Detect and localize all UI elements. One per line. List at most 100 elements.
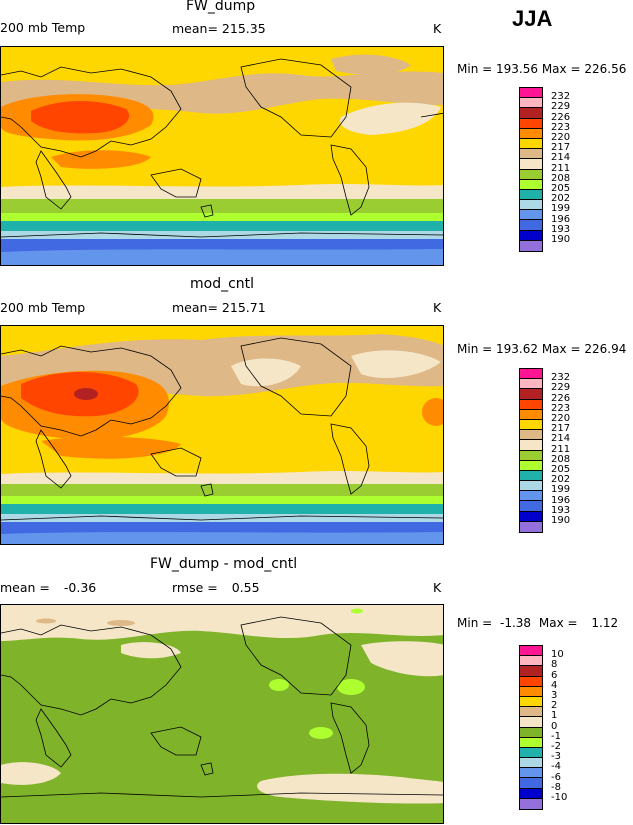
panel3-rmse-label: rmse = xyxy=(172,580,218,595)
panel1-tick-label: 226 xyxy=(551,111,571,123)
panel1-swatch-0 xyxy=(520,88,542,99)
panel3-tick-label: 10 xyxy=(551,649,564,661)
p1-pale-patch xyxy=(340,102,441,135)
panel3-tick-label: 3 xyxy=(551,690,558,701)
panel3-swatch-6 xyxy=(520,707,542,718)
panel1-minmax: Min = 193.56 Max = 226.56 xyxy=(457,62,626,76)
panel1-tick-label: 229 xyxy=(551,101,571,113)
panel1-min-value: 193.56 xyxy=(496,62,538,76)
panel1-tick-label: 232 xyxy=(551,91,571,103)
panel2-map xyxy=(0,325,444,545)
panel1-swatch-7 xyxy=(520,159,542,170)
panel3-rmse-value: 0.55 xyxy=(231,580,260,595)
p2-peak xyxy=(74,388,98,400)
panel2-tick-label: 208 xyxy=(551,453,571,465)
p2-band-199 xyxy=(1,514,443,522)
panel2-minmax: Min = 193.62 Max = 226.94 xyxy=(457,342,626,356)
panel2-tick-label: 205 xyxy=(551,464,571,475)
panel3-tick-label: -4 xyxy=(551,761,561,773)
panel3-mean: mean = -0.36 xyxy=(0,580,96,595)
p3-tan-spot-b xyxy=(36,618,56,624)
panel3-units: K xyxy=(433,580,442,595)
panel1-tick-label: 190 xyxy=(551,234,571,245)
panel1-swatch-14 xyxy=(520,230,542,241)
panel3-tick-label: 4 xyxy=(551,679,558,691)
panel3-swatch-15 xyxy=(520,798,542,809)
panel1-tick-label: 223 xyxy=(551,121,571,133)
panel1-swatch-12 xyxy=(520,210,542,221)
panel3-swatch-14 xyxy=(520,788,542,799)
panel2-swatch-9 xyxy=(520,460,542,471)
panel1-mean-value: 215.35 xyxy=(221,21,266,36)
panel1-tick-label: 217 xyxy=(551,142,571,154)
panel2-min-label: Min = xyxy=(457,342,493,356)
panel2-swatch-6 xyxy=(520,430,542,441)
panel3-minmax: Min = -1.38 Max = 1.12 xyxy=(457,616,618,630)
p2-band-205 xyxy=(1,496,443,504)
panel1-swatch-13 xyxy=(520,220,542,231)
panel1-swatch-8 xyxy=(520,169,542,180)
panel1-tick-label: 211 xyxy=(551,162,571,174)
panel2-colorbar xyxy=(519,368,543,533)
p3-pale-patch-b xyxy=(361,641,443,677)
p3-green-spot-b xyxy=(269,679,289,691)
panel3-swatch-12 xyxy=(520,768,542,779)
panel2-mean: mean= 215.71 xyxy=(172,300,266,315)
panel2-tick-label: 226 xyxy=(551,392,571,404)
panel2-max-label: Max = xyxy=(541,342,581,356)
panel2-tick-label: 190 xyxy=(551,515,571,526)
panel3-swatch-11 xyxy=(520,758,542,769)
panel3-swatch-0 xyxy=(520,646,542,657)
panel1-tick-label: 214 xyxy=(551,152,571,164)
p3-green-spot-c xyxy=(309,727,333,739)
panel2-swatch-2 xyxy=(520,389,542,400)
p1-red-region xyxy=(31,101,130,134)
panel1-swatch-4 xyxy=(520,128,542,139)
panel3-tick-label: -2 xyxy=(551,741,561,752)
p2-pale-patch-a xyxy=(231,358,301,387)
panel2-swatch-7 xyxy=(520,440,542,451)
p3-pale-patch-a xyxy=(121,642,181,659)
panel1-swatch-1 xyxy=(520,98,542,109)
panel1-tick-label: 193 xyxy=(551,223,571,235)
panel3-swatch-8 xyxy=(520,727,542,738)
panel3-swatch-3 xyxy=(520,676,542,687)
panel1-tick-label: 208 xyxy=(551,172,571,184)
panel1-variable: 200 mb Temp xyxy=(0,20,86,35)
panel3-colorbar xyxy=(519,645,543,810)
panel2-swatch-0 xyxy=(520,369,542,380)
p3-pale-patch-d xyxy=(257,773,443,804)
p3-green-spot-d xyxy=(351,608,363,614)
p3-top-pale xyxy=(1,605,443,641)
panel3-tick-label: 0 xyxy=(551,720,558,732)
p1-band-211 xyxy=(1,184,443,199)
panel3-tick-label: -1 xyxy=(551,730,561,742)
panel3-tick-label: -6 xyxy=(551,771,561,783)
panel2-tick-label: 232 xyxy=(551,372,571,384)
p3-coastlines xyxy=(1,616,443,798)
panel3-swatch-7 xyxy=(520,717,542,728)
p1-coastlines xyxy=(1,58,443,238)
panel1-max-value: 226.56 xyxy=(584,62,627,76)
panel3-min-label: Min = xyxy=(457,616,493,630)
panel3-swatch-4 xyxy=(520,686,542,697)
panel2-units: K xyxy=(433,300,442,315)
panel2-tick-label: 220 xyxy=(551,413,571,424)
panel2-swatch-1 xyxy=(520,379,542,390)
panel3-max-value: 1.12 xyxy=(591,616,619,630)
panel2-swatch-8 xyxy=(520,450,542,461)
panel1-swatch-6 xyxy=(520,149,542,160)
panel2-field xyxy=(1,326,443,544)
panel2-swatch-10 xyxy=(520,470,542,482)
panel2-tick-label: 193 xyxy=(551,504,571,516)
panel2-swatch-14 xyxy=(520,511,542,522)
panel2-title: mod_cntl xyxy=(190,276,255,292)
panel1-tick-label: 199 xyxy=(551,203,571,215)
p1-band-208 xyxy=(1,199,443,213)
panel3-title: FW_dump - mod_cntl xyxy=(150,556,298,572)
panel3-swatch-13 xyxy=(520,778,542,789)
panel1-field xyxy=(1,47,443,265)
panel3-field xyxy=(1,605,443,823)
panel1-colorbar xyxy=(519,87,543,252)
p3-pale-patch-c xyxy=(1,762,61,785)
